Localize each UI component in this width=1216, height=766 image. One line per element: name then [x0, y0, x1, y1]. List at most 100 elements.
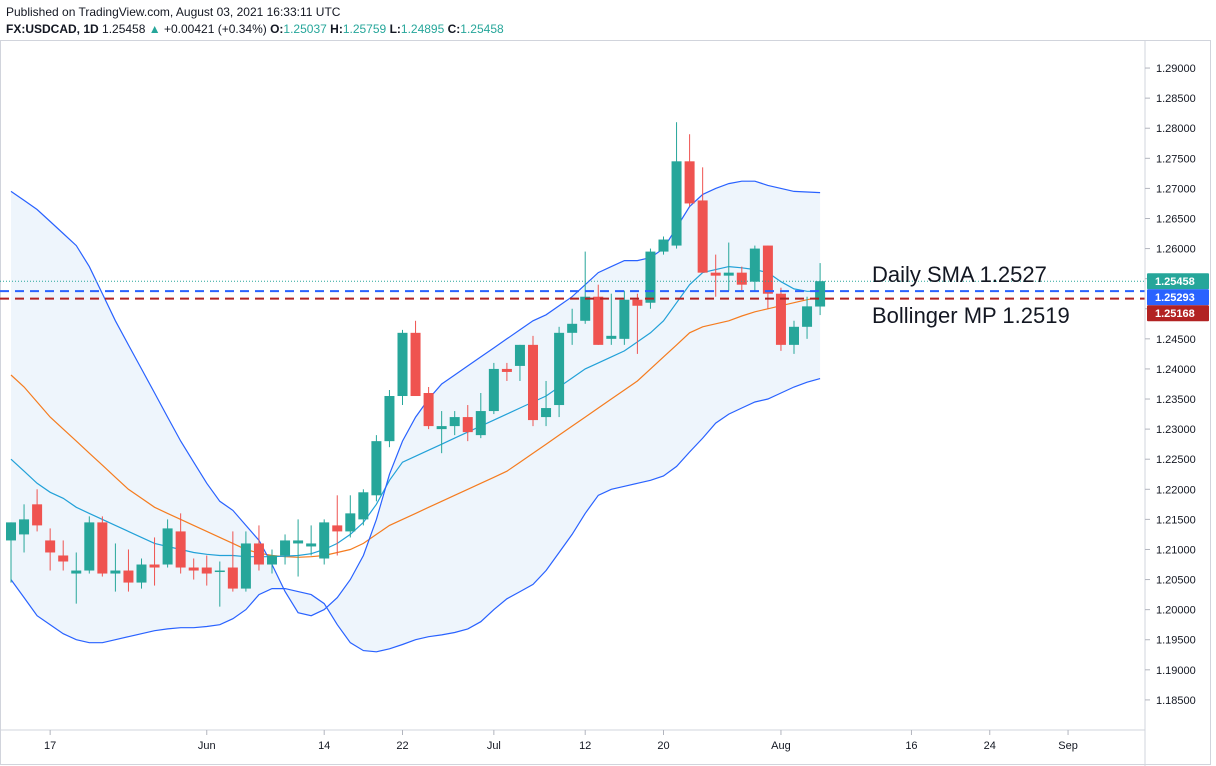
candle-body — [554, 332, 565, 406]
candle-body — [371, 441, 382, 496]
x-tick-label: 17 — [44, 740, 56, 752]
candle-body — [32, 504, 43, 526]
candle-body — [384, 396, 395, 442]
published-line: Published on TradingView.com, August 03,… — [6, 5, 341, 19]
candle-body — [58, 555, 69, 562]
open-label: O: — [270, 22, 284, 36]
y-tick-label: 1.26000 — [1156, 244, 1196, 256]
candle-body — [123, 570, 134, 583]
candle-body — [815, 281, 826, 307]
price-levels — [0, 280, 1145, 300]
candle-body — [240, 543, 251, 589]
candle-body — [332, 525, 343, 532]
symbol-line: FX:USDCAD, 1D 1.25458 ▲ +0.00421 (+0.34%… — [6, 22, 504, 36]
candle-body — [619, 299, 630, 339]
time-axis[interactable]: 17 Jun 14 22 Jul 12 20 Aug 16 24 Sep — [44, 730, 1078, 752]
candle-body — [267, 555, 277, 565]
candle-body — [632, 299, 643, 306]
candle-body — [802, 306, 813, 327]
indicator-lines — [10, 180, 821, 653]
x-tick-label: Jul — [487, 740, 501, 752]
y-tick-label: 1.20000 — [1156, 605, 1196, 617]
bollinger-annotation: Bollinger MP 1.2519 — [872, 303, 1070, 328]
bollinger-middle-line — [10, 265, 821, 558]
candle-body — [97, 522, 108, 574]
price-tag-label: 1.25168 — [1155, 308, 1195, 320]
price-axis[interactable]: 1.29000 1.28500 1.28000 1.27500 1.27000 1.265… — [1145, 63, 1196, 707]
candle-body — [84, 522, 95, 571]
y-tick-label: 1.19500 — [1156, 635, 1196, 647]
price-tag-label: 1.25458 — [1155, 276, 1195, 288]
candle-body — [201, 567, 212, 574]
candle-body — [736, 272, 747, 285]
x-tick-label: Jun — [198, 740, 216, 752]
candle-body — [358, 492, 369, 520]
last-price: 1.25458 — [102, 22, 146, 36]
y-tick-label: 1.18500 — [1156, 695, 1196, 707]
candle-body — [280, 540, 291, 556]
candle-body — [749, 248, 760, 282]
candle-body — [319, 522, 330, 559]
high-label: H: — [330, 22, 343, 36]
candle-body — [606, 335, 617, 339]
candle-body — [136, 564, 147, 583]
candle-body — [580, 296, 591, 321]
candle-body — [45, 540, 56, 553]
low-value: 1.24895 — [400, 22, 445, 36]
price-tag-bg — [1147, 289, 1209, 306]
y-tick-label: 1.29000 — [1156, 63, 1196, 75]
candle-body — [436, 426, 447, 430]
x-tick-label: 20 — [657, 740, 669, 752]
candle-body — [658, 239, 669, 252]
y-tick-label: 1.28500 — [1156, 93, 1196, 105]
candle-body — [149, 564, 160, 568]
y-tick-label: 1.24500 — [1156, 334, 1196, 346]
y-tick-label: 1.21000 — [1156, 544, 1196, 556]
candle-body — [528, 344, 538, 421]
candle-body — [723, 272, 734, 276]
candle-body — [462, 417, 473, 433]
bollinger-upper-line — [10, 180, 821, 617]
y-tick-label: 1.27000 — [1156, 183, 1196, 195]
candle-body — [684, 161, 695, 204]
x-tick-label: 16 — [905, 740, 917, 752]
price-tag-label: 1.25293 — [1155, 292, 1195, 304]
candle-body — [410, 332, 421, 397]
candle-body — [110, 570, 121, 574]
symbol-name: FX:USDCAD, 1D — [6, 22, 99, 36]
candle-body — [593, 296, 604, 345]
candle-body — [423, 393, 434, 427]
candle-body — [6, 522, 16, 541]
x-tick-label: Sep — [1058, 740, 1078, 752]
candle-body — [567, 323, 578, 333]
x-tick-label: 22 — [396, 740, 408, 752]
candles — [6, 122, 826, 607]
y-tick-label: 1.28000 — [1156, 123, 1196, 135]
bollinger-lower-line — [10, 378, 821, 653]
y-tick-label: 1.20500 — [1156, 575, 1196, 587]
x-tick-label: 14 — [318, 740, 330, 752]
sma-line — [10, 296, 821, 558]
y-tick-label: 1.27500 — [1156, 153, 1196, 165]
candle-body — [475, 411, 486, 436]
candle-body — [175, 531, 186, 568]
candle-body — [710, 272, 721, 276]
candle-body — [541, 408, 552, 418]
candle-body — [488, 368, 499, 412]
price-tag-bg — [1147, 273, 1209, 290]
candle-body — [514, 344, 525, 366]
open-value: 1.25037 — [283, 22, 327, 36]
price-change: +0.00421 (+0.34%) — [163, 22, 267, 36]
y-tick-label: 1.23500 — [1156, 394, 1196, 406]
sma-annotation: Daily SMA 1.2527 — [872, 262, 1047, 287]
low-label: L: — [389, 22, 401, 36]
up-arrow-icon: ▲ — [148, 22, 161, 36]
candle-body — [645, 251, 656, 303]
close-label: C: — [447, 22, 461, 36]
price-tags: 1.25458 1.25293 1.25168 — [1147, 273, 1209, 322]
price-chart[interactable]: 1.29000 1.28500 1.28000 1.27500 1.27000 1.265… — [0, 40, 1216, 766]
close-value: 1.25458 — [460, 22, 504, 36]
price-tag-bg — [1147, 305, 1209, 322]
candle-body — [789, 326, 799, 345]
candle-body — [762, 245, 773, 294]
